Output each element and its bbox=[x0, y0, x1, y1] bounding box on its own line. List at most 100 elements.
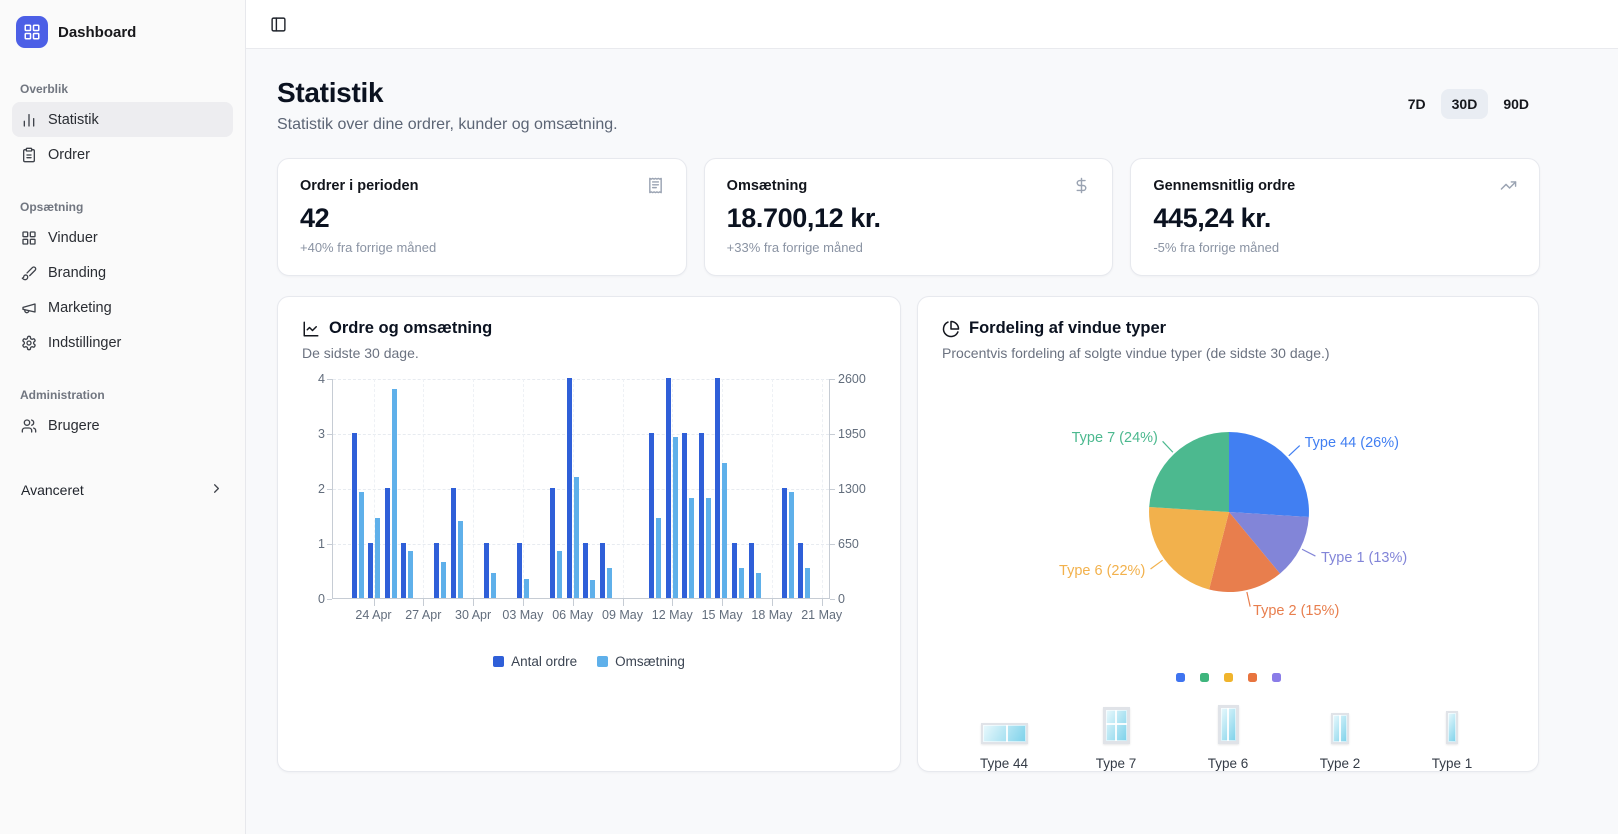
bar-slot bbox=[697, 379, 714, 598]
app-logo[interactable]: Dashboard bbox=[12, 10, 233, 54]
pie-slice-label: Type 2 (15%) bbox=[1253, 603, 1339, 619]
bar-slot bbox=[631, 379, 648, 598]
bar-slot bbox=[713, 379, 730, 598]
orders-bar bbox=[451, 488, 456, 598]
y-axis-label: 2 bbox=[318, 482, 325, 496]
x-axis-label: 18 May bbox=[751, 608, 792, 622]
axis-tick bbox=[672, 599, 673, 606]
window-thumbnail-type-44 bbox=[981, 723, 1028, 744]
window-types-chart-card: Fordeling af vindue typer Procentvis for… bbox=[917, 296, 1539, 772]
stat-delta: -5% fra forrige måned bbox=[1153, 240, 1517, 255]
sidebar-item-label: Ordrer bbox=[48, 147, 90, 163]
axis-tick bbox=[722, 599, 723, 606]
orders-bar bbox=[600, 543, 605, 598]
legend-item: Omsætning bbox=[597, 654, 685, 669]
range-90d-button[interactable]: 90D bbox=[1492, 89, 1540, 119]
y-axis-label: 2600 bbox=[838, 372, 866, 386]
sidebar-item-branding[interactable]: Branding bbox=[12, 255, 233, 290]
bar-slot bbox=[763, 379, 780, 598]
legend-item: Antal ordre bbox=[493, 654, 577, 669]
bar-chart[interactable]: 01234 24 Apr27 Apr30 Apr03 May06 May09 M… bbox=[302, 379, 876, 630]
y-axis-left-labels: 01234 bbox=[302, 379, 332, 630]
orders-bar bbox=[368, 543, 373, 598]
window-type-label: Type 1 bbox=[1432, 756, 1473, 771]
sidebar-item-brugere[interactable]: Brugere bbox=[12, 408, 233, 443]
window-type-6: Type 6 bbox=[1172, 698, 1284, 771]
window-type-label: Type 2 bbox=[1320, 756, 1361, 771]
panel-left-icon bbox=[270, 16, 287, 33]
revenue-bar bbox=[706, 498, 711, 598]
brush-icon bbox=[21, 265, 37, 281]
avanceret-label: Avanceret bbox=[21, 482, 84, 498]
stat-delta: +33% fra forrige måned bbox=[727, 240, 1091, 255]
window-thumbnail-type-7 bbox=[1103, 707, 1130, 744]
axis-tick bbox=[327, 379, 332, 380]
bar-slot bbox=[614, 379, 631, 598]
page-content: Statistik Statistik over dine ordrer, ku… bbox=[246, 49, 1618, 834]
bar-slot bbox=[548, 379, 565, 598]
orders-bar bbox=[517, 543, 522, 598]
sidebar-item-indstillinger[interactable]: Indstillinger bbox=[12, 325, 233, 360]
pie-slice bbox=[1149, 432, 1229, 512]
clipboard-list-icon bbox=[21, 147, 37, 163]
sidebar-item-ordrer[interactable]: Ordrer bbox=[12, 137, 233, 172]
pie-label-line bbox=[1247, 592, 1250, 607]
axis-tick bbox=[327, 544, 332, 545]
bar-chart-legend: Antal ordre Omsætning bbox=[302, 654, 876, 669]
bar-slot bbox=[366, 379, 383, 598]
legend-swatch bbox=[493, 656, 504, 667]
bar-slot bbox=[465, 379, 482, 598]
bar-slot bbox=[746, 379, 763, 598]
bar-slot bbox=[531, 379, 548, 598]
bar-slot bbox=[515, 379, 532, 598]
pie-label-line bbox=[1163, 441, 1173, 452]
sidebar-item-avanceret[interactable]: Avanceret bbox=[12, 475, 233, 505]
section-label: Administration bbox=[12, 386, 233, 408]
bar-plot-area bbox=[332, 379, 830, 599]
sidebar-item-label: Brugere bbox=[48, 418, 100, 434]
x-axis-label: 09 May bbox=[602, 608, 643, 622]
orders-bar bbox=[682, 433, 687, 598]
stat-label: Gennemsnitlig ordre bbox=[1153, 178, 1295, 194]
sidebar-item-label: Vinduer bbox=[48, 230, 98, 246]
bar-slot bbox=[598, 379, 615, 598]
logo-badge bbox=[16, 16, 48, 48]
revenue-bar bbox=[557, 551, 562, 598]
y-axis-label: 1 bbox=[318, 537, 325, 551]
range-7d-button[interactable]: 7D bbox=[1397, 89, 1437, 119]
revenue-bar bbox=[673, 437, 678, 598]
axis-tick bbox=[327, 434, 332, 435]
stat-card-omsaetning: Omsætning 18.700,12 kr. +33% fra forrige… bbox=[704, 158, 1114, 276]
layout-grid-icon bbox=[23, 23, 41, 41]
x-axis-label: 03 May bbox=[502, 608, 543, 622]
range-30d-button[interactable]: 30D bbox=[1441, 89, 1489, 119]
pie-label-line bbox=[1302, 549, 1315, 556]
y-axis-label: 0 bbox=[318, 592, 325, 606]
revenue-bar bbox=[607, 568, 612, 598]
revenue-bar bbox=[375, 518, 380, 598]
sidebar-item-statistik[interactable]: Statistik bbox=[12, 102, 233, 137]
sidebar-toggle-button[interactable] bbox=[266, 12, 291, 37]
bar-slot bbox=[416, 379, 433, 598]
orders-bar bbox=[583, 543, 588, 598]
revenue-bar bbox=[524, 579, 529, 598]
pie-slice-label: Type 6 (22%) bbox=[1059, 563, 1145, 579]
orders-bar bbox=[699, 433, 704, 598]
x-axis-labels: 24 Apr27 Apr30 Apr03 May06 May09 May12 M… bbox=[332, 608, 830, 630]
megaphone-icon bbox=[21, 300, 37, 316]
app-root: Dashboard Overblik Statistik Ordrer Opsæ… bbox=[0, 0, 1618, 834]
sidebar-item-marketing[interactable]: Marketing bbox=[12, 290, 233, 325]
y-axis-label: 1950 bbox=[838, 427, 866, 441]
legend-dot bbox=[1176, 673, 1185, 682]
axis-tick bbox=[573, 599, 574, 606]
axis-tick bbox=[374, 599, 375, 606]
legend-label: Antal ordre bbox=[511, 654, 577, 669]
bar-slot bbox=[449, 379, 466, 598]
orders-revenue-chart-card: Ordre og omsætning De sidste 30 dage. 01… bbox=[277, 296, 901, 772]
trending-up-icon bbox=[1500, 177, 1517, 194]
pie-chart[interactable]: Type 44 (26%)Type 1 (13%)Type 2 (15%)Typ… bbox=[942, 367, 1516, 667]
sidebar-item-vinduer[interactable]: Vinduer bbox=[12, 220, 233, 255]
revenue-bar bbox=[756, 573, 761, 598]
chart-title: Fordeling af vindue typer bbox=[969, 319, 1166, 338]
window-type-label: Type 7 bbox=[1096, 756, 1137, 771]
